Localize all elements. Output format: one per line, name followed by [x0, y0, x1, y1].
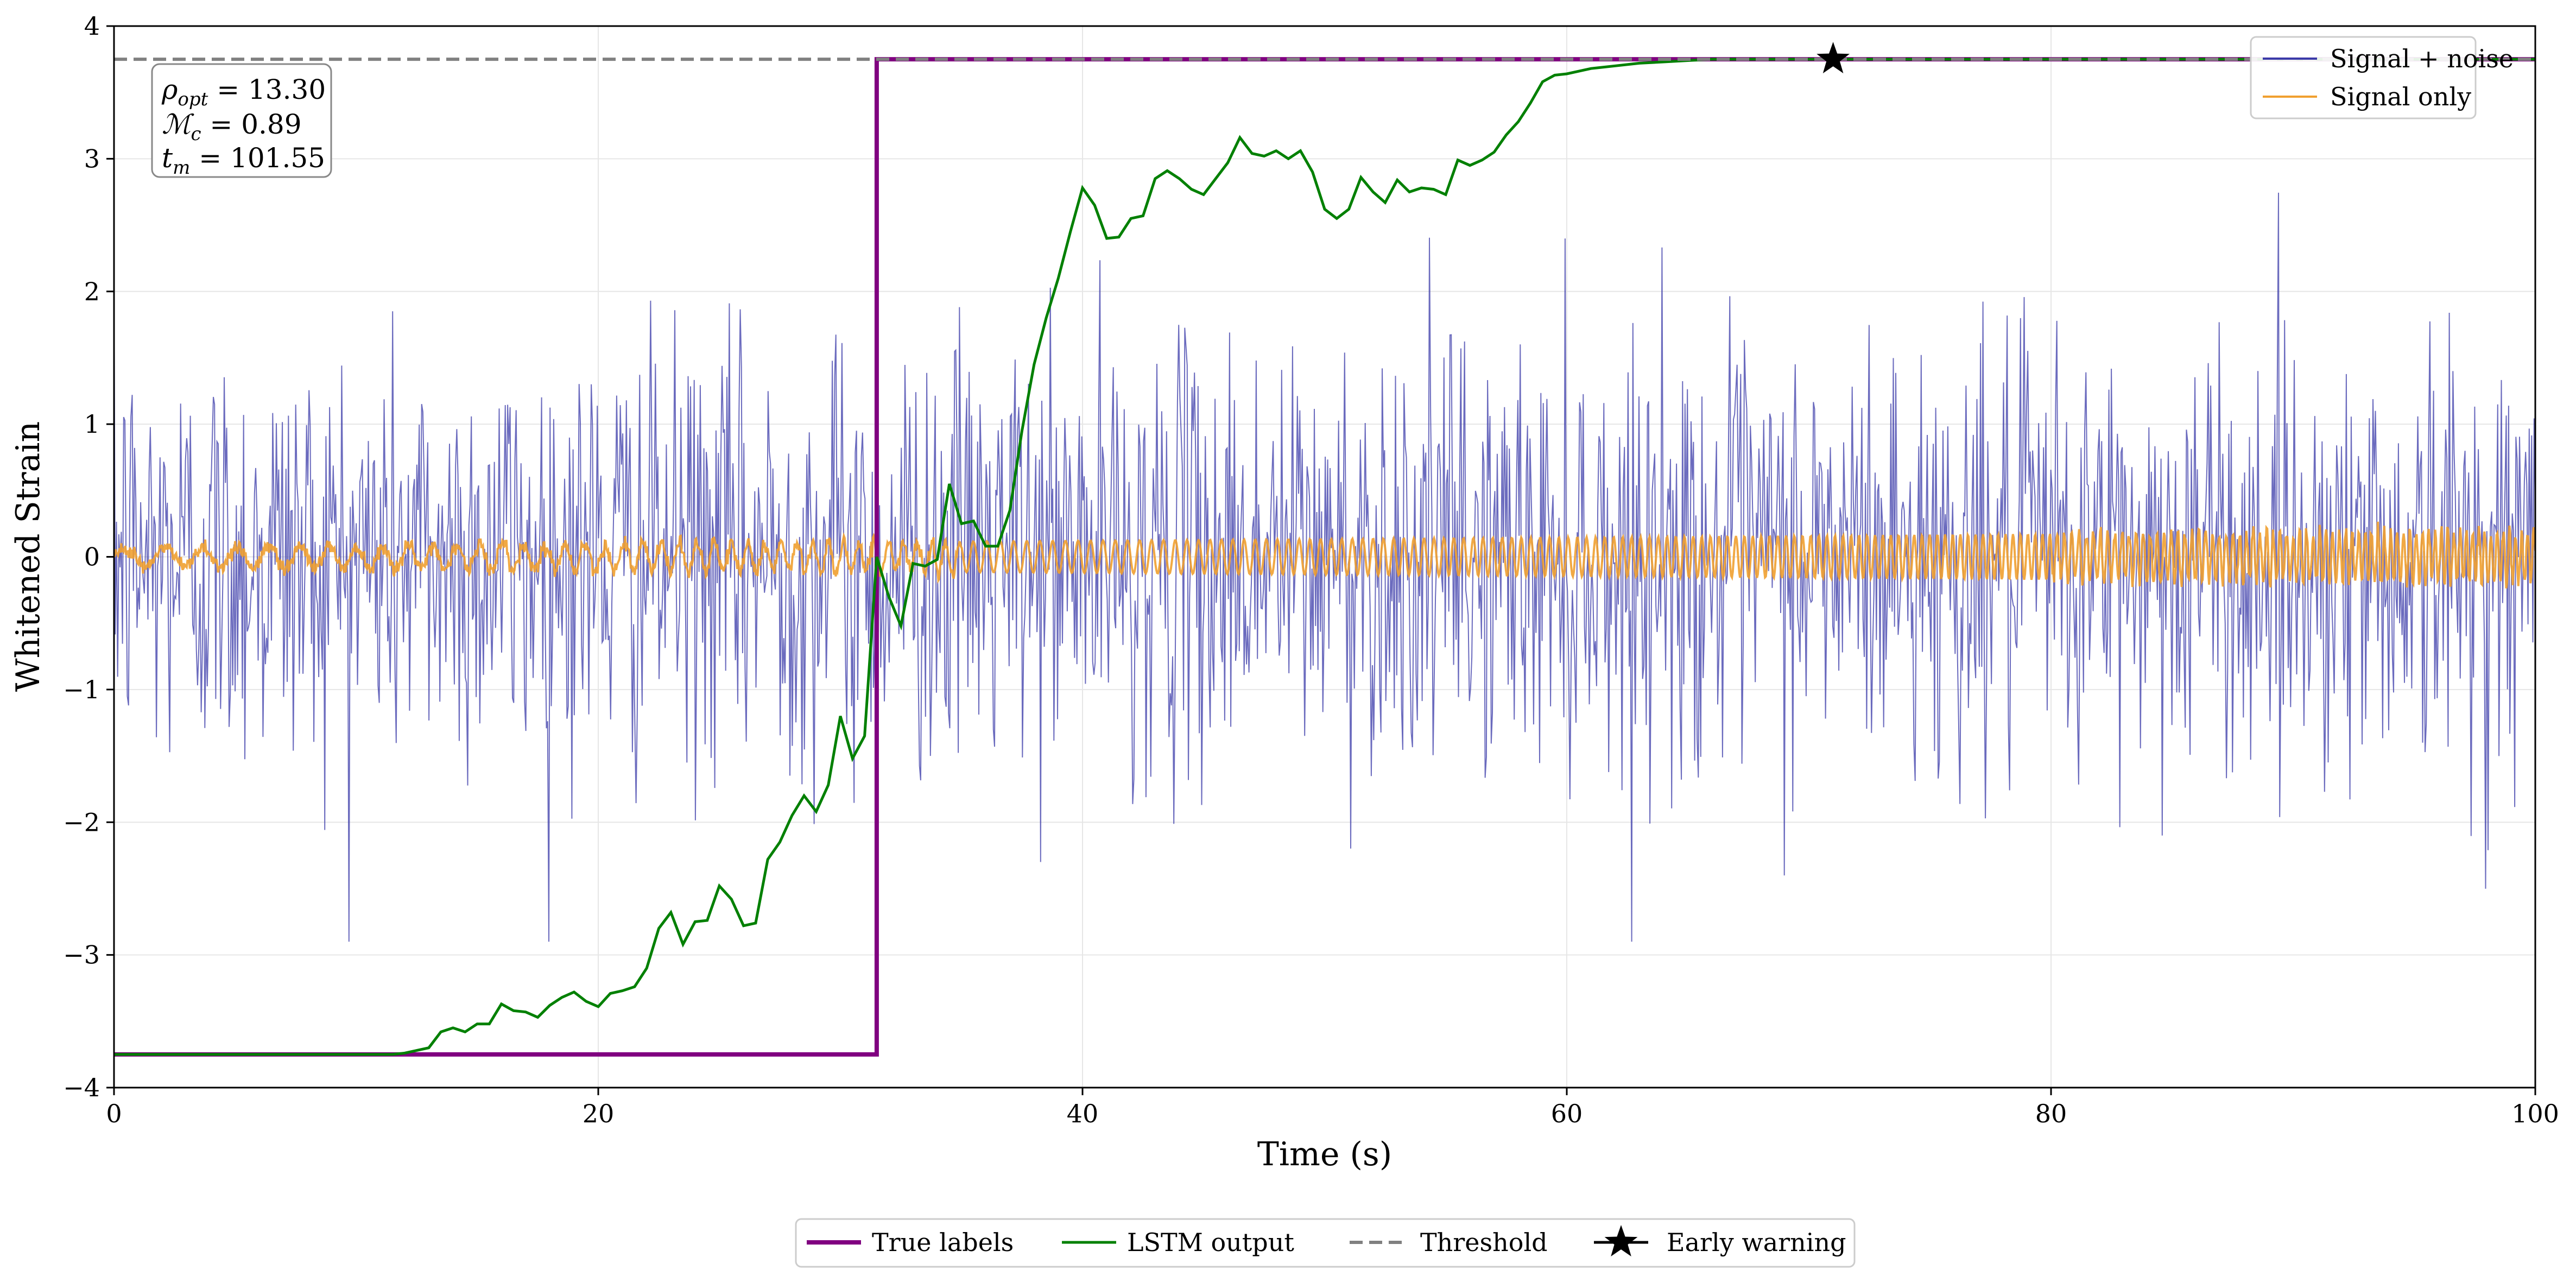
- signal-only-line: [114, 521, 2535, 589]
- y-axis-ticks: −4 −3 −2 −1 0 1 2 3 4: [63, 11, 114, 1102]
- y-tick-label: 1: [84, 409, 100, 439]
- x-tick-label: 100: [2511, 1099, 2559, 1128]
- legend-threshold-label: Threshold: [1420, 1228, 1548, 1257]
- y-tick-label: 0: [84, 542, 100, 572]
- y-tick-label: 2: [84, 277, 100, 306]
- tm-annotation: tm = 101.55: [162, 142, 325, 179]
- y-tick-label: 4: [84, 11, 100, 41]
- y-tick-label: 3: [84, 144, 100, 173]
- y-tick-label: −4: [63, 1073, 100, 1102]
- legend-bottom: True labels LSTM output Threshold Early …: [795, 1218, 1856, 1268]
- early-warning-star-icon: [1817, 42, 1850, 73]
- x-tick-label: 0: [106, 1099, 122, 1128]
- legend-early-warning-star-icon: [1604, 1225, 1638, 1256]
- lstm-output-line: [114, 58, 2535, 1056]
- x-tick-label: 40: [1067, 1099, 1099, 1128]
- metrics-annotation: ρopt = 13.30 ℳc = 0.89 tm = 101.55: [151, 63, 332, 179]
- x-tick-label: 80: [2035, 1099, 2067, 1128]
- x-tick-label: 60: [1551, 1099, 1583, 1128]
- signal-plus-noise-line: [114, 192, 2535, 942]
- legend-upper-right: Signal + noise Signal only: [2250, 36, 2514, 119]
- legend-signal-noise-label: Signal + noise: [2330, 44, 2514, 73]
- mc-annotation: ℳc = 0.89: [162, 109, 302, 145]
- rho-opt-annotation: ρopt = 13.30: [161, 74, 326, 110]
- y-tick-label: −2: [63, 807, 100, 837]
- legend-true-labels-label: True labels: [872, 1228, 1014, 1257]
- y-axis-label: Whitened Strain: [9, 421, 47, 692]
- x-tick-label: 20: [583, 1099, 615, 1128]
- y-tick-label: −3: [63, 940, 100, 970]
- y-tick-label: −1: [63, 675, 100, 704]
- x-axis-label: Time (s): [1257, 1135, 1392, 1173]
- plot-area: [114, 42, 2535, 1057]
- legend-lstm-label: LSTM output: [1127, 1228, 1294, 1257]
- x-axis-ticks: 0 20 40 60 80 100: [106, 1088, 2559, 1128]
- legend-early-warning-label: Early warning: [1667, 1228, 1846, 1257]
- legend-signal-only-label: Signal only: [2330, 82, 2471, 111]
